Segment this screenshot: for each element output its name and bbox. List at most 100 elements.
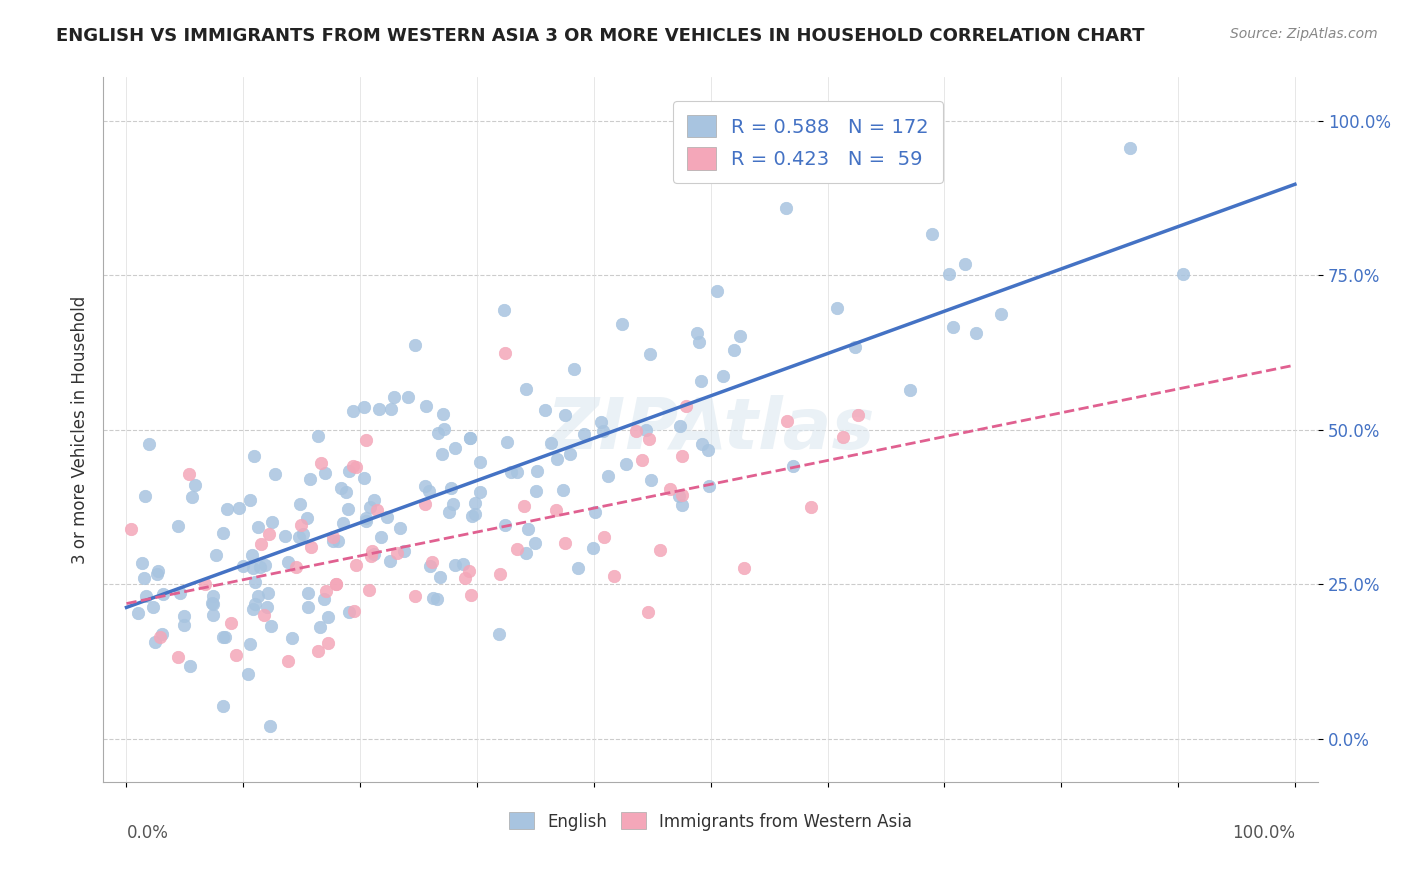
Point — [143, 635, 166, 649]
Point — [232, 559, 254, 574]
Point — [669, 419, 692, 434]
Point — [337, 464, 360, 478]
Point — [461, 509, 484, 524]
Point — [307, 429, 329, 443]
Point — [433, 422, 456, 436]
Point — [697, 479, 720, 493]
Point — [492, 302, 515, 317]
Point — [640, 473, 662, 487]
Point — [337, 501, 360, 516]
Point — [696, 443, 718, 458]
Point — [827, 301, 849, 316]
Point — [776, 414, 799, 428]
Point — [297, 585, 319, 599]
Point — [322, 530, 344, 544]
Point — [544, 502, 567, 516]
Point — [252, 607, 274, 622]
Point — [468, 485, 491, 500]
Point — [239, 492, 262, 507]
Point — [728, 329, 751, 343]
Point — [451, 557, 474, 571]
Point — [648, 542, 671, 557]
Point — [257, 586, 280, 600]
Point — [149, 630, 172, 644]
Point — [152, 587, 174, 601]
Point — [506, 466, 529, 480]
Point — [389, 521, 412, 535]
Point — [353, 400, 375, 414]
Point — [432, 407, 454, 421]
Point — [357, 583, 380, 598]
Point — [659, 482, 682, 496]
Point — [831, 430, 853, 444]
Point — [560, 447, 582, 461]
Point — [404, 338, 426, 352]
Point — [524, 536, 547, 550]
Text: Source: ZipAtlas.com: Source: ZipAtlas.com — [1230, 27, 1378, 41]
Point — [243, 449, 266, 463]
Point — [567, 561, 589, 575]
Point — [344, 558, 367, 573]
Point — [201, 596, 224, 610]
Point — [614, 458, 637, 472]
Point — [370, 530, 392, 544]
Point — [363, 547, 385, 561]
Point — [612, 317, 634, 331]
Point — [363, 493, 385, 508]
Point — [540, 435, 562, 450]
Point — [553, 483, 575, 498]
Point — [671, 488, 693, 502]
Point — [562, 362, 585, 376]
Point — [415, 399, 437, 413]
Point — [488, 566, 510, 581]
Point — [592, 424, 614, 438]
Point — [236, 666, 259, 681]
Point — [309, 456, 332, 470]
Point — [898, 383, 921, 397]
Point — [307, 644, 329, 658]
Point — [418, 483, 440, 498]
Point — [214, 630, 236, 644]
Point — [131, 557, 153, 571]
Point — [325, 577, 347, 591]
Point — [444, 442, 467, 456]
Point — [202, 597, 225, 611]
Point — [640, 347, 662, 361]
Point — [589, 415, 612, 429]
Point — [671, 498, 693, 512]
Text: ZIPAtlas: ZIPAtlas — [547, 395, 875, 464]
Point — [593, 530, 616, 544]
Point — [228, 500, 250, 515]
Point — [488, 627, 510, 641]
Point — [422, 591, 444, 606]
Point — [308, 620, 330, 634]
Point — [337, 605, 360, 619]
Point — [127, 606, 149, 620]
Point — [689, 375, 711, 389]
Point — [202, 608, 225, 623]
Point — [427, 426, 450, 441]
Point — [342, 404, 364, 418]
Point — [225, 648, 247, 662]
Point — [142, 599, 165, 614]
Point — [354, 433, 377, 447]
Point — [202, 589, 225, 603]
Point — [624, 424, 647, 438]
Point — [280, 631, 302, 645]
Point — [385, 546, 408, 560]
Point — [342, 458, 364, 473]
Point — [332, 516, 354, 530]
Point — [602, 569, 624, 583]
Text: 100.0%: 100.0% — [1232, 824, 1295, 842]
Legend: English, Immigrants from Western Asia: English, Immigrants from Western Asia — [502, 805, 918, 838]
Point — [242, 561, 264, 575]
Point — [582, 541, 605, 555]
Point — [298, 472, 321, 486]
Point — [344, 460, 367, 475]
Point — [211, 630, 233, 644]
Point — [706, 284, 728, 298]
Point — [515, 382, 537, 396]
Point — [274, 529, 297, 543]
Point — [359, 500, 381, 514]
Text: ENGLISH VS IMMIGRANTS FROM WESTERN ASIA 3 OR MORE VEHICLES IN HOUSEHOLD CORRELAT: ENGLISH VS IMMIGRANTS FROM WESTERN ASIA … — [56, 27, 1144, 45]
